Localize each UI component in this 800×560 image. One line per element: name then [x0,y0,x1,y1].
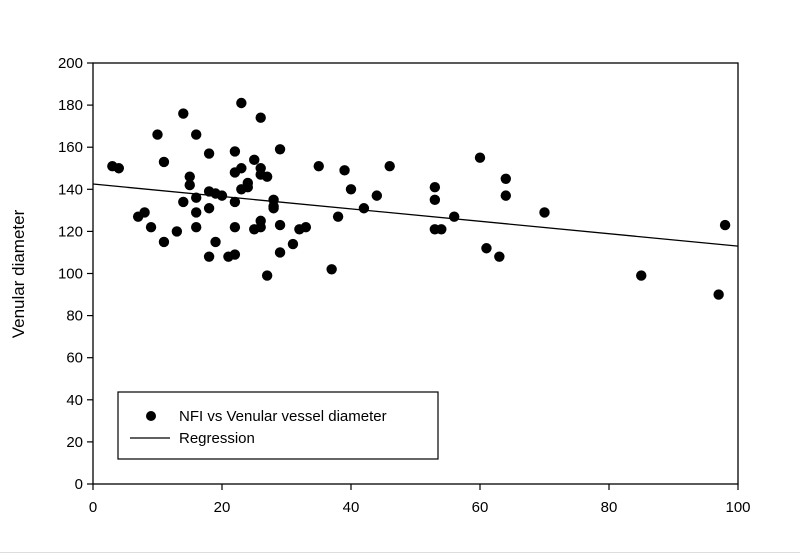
x-axis: 0 20 40 60 80 100 [89,484,751,516]
data-point [500,190,511,201]
x-tick-label: 60 [472,499,489,516]
data-point [216,190,228,201]
data-point [158,236,170,248]
y-tick-label: 0 [75,476,83,493]
regression-line [92,183,739,247]
scatter-series [107,97,731,300]
data-point [178,196,189,208]
data-point [539,207,550,218]
data-point [287,238,299,250]
y-tick-label: 200 [58,55,83,72]
y-tick-label: 120 [58,223,83,240]
legend-label-regression: Regression [179,430,255,447]
data-point [203,148,215,159]
data-point [242,181,253,193]
regression-series [92,183,739,247]
y-tick-label: 80 [66,308,83,325]
data-point [358,203,370,214]
data-point [261,270,273,281]
x-tick-label: 40 [343,499,360,516]
y-tick-label: 180 [58,97,83,114]
data-point [249,154,260,166]
data-point [139,207,150,218]
y-axis: 0 20 40 60 80 100 120 140 160 180 200 [58,55,93,493]
data-point [229,221,241,233]
bottom-rule [0,552,800,553]
data-point [203,203,215,214]
data-point [152,129,163,140]
data-point [636,270,647,281]
data-point [429,194,441,206]
data-point [494,251,505,262]
y-tick-label: 60 [66,350,83,367]
data-point [191,192,202,203]
data-point [474,152,486,163]
data-point [178,108,189,119]
legend-marker-scatter [146,411,156,421]
data-point [229,249,241,260]
data-point [158,156,170,168]
data-point [210,236,221,248]
data-point [255,221,266,233]
legend-label-scatter: NFI vs Venular vessel diameter [179,408,387,425]
y-axis-title: Venular diameter [9,209,28,338]
data-point [268,203,279,214]
data-point [203,251,215,262]
y-tick-label: 40 [66,392,83,409]
data-point [332,211,344,222]
data-point [113,163,125,174]
y-tick-label: 160 [58,139,83,156]
data-point [274,219,286,231]
data-point [481,243,492,254]
data-point [719,219,731,231]
data-point [384,160,395,172]
data-point [229,196,241,208]
data-point [191,129,202,140]
y-tick-label: 20 [66,434,83,451]
data-point [236,97,247,109]
legend: NFI vs Venular vessel diameter Regressio… [117,391,439,460]
data-point [274,144,286,155]
data-point [339,165,350,176]
data-point [191,207,202,218]
data-point [713,289,724,300]
data-point [255,112,266,123]
x-tick-label: 100 [725,499,750,516]
data-point [171,226,183,237]
data-point [326,264,337,275]
y-tick-label: 140 [58,181,83,198]
legend-box [117,391,439,460]
data-point [449,211,460,222]
data-point [429,181,441,193]
data-point [436,224,447,235]
data-point [261,171,273,182]
data-point [184,171,195,182]
data-point [191,221,202,233]
x-tick-label: 0 [89,499,97,516]
x-tick-label: 20 [214,499,231,516]
data-point [300,221,312,233]
data-point [236,163,247,174]
x-tick-label: 80 [601,499,618,516]
data-point [229,146,241,157]
data-point [371,190,382,201]
data-point [274,247,286,258]
data-point [145,221,157,233]
data-point [313,160,324,172]
data-point [184,179,195,191]
y-tick-label: 100 [58,266,83,283]
data-point [345,184,357,195]
data-point [500,173,511,184]
